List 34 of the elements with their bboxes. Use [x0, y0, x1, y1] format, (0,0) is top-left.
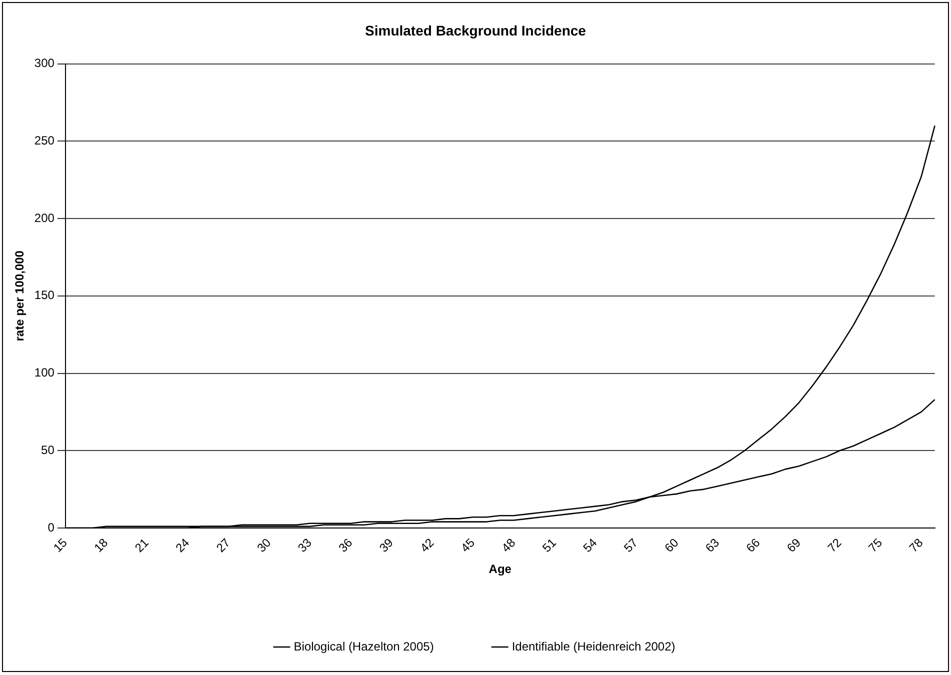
x-tick-label: 36 [336, 535, 356, 555]
x-tick-label: 72 [824, 535, 844, 555]
legend-label: Identifiable (Heidenreich 2002) [512, 639, 676, 654]
x-tick-label: 18 [91, 535, 111, 555]
legend-label: Biological (Hazelton 2005) [294, 639, 434, 654]
x-tick-label: 60 [662, 535, 682, 555]
x-tick-label: 78 [906, 535, 926, 555]
chart-title: Simulated Background Incidence [365, 22, 586, 38]
x-tick-label: 48 [498, 535, 518, 555]
y-tick-label: 50 [41, 442, 55, 457]
y-tick-label: 300 [34, 56, 55, 70]
x-tick-label: 54 [580, 535, 600, 555]
x-tick-label: 15 [50, 535, 70, 555]
x-tick-label: 33 [295, 535, 315, 555]
x-tick-label: 21 [132, 535, 152, 555]
y-tick-label: 250 [34, 133, 55, 148]
y-tick-label: 200 [34, 210, 55, 225]
x-tick-label: 63 [702, 535, 722, 555]
x-tick-label: 75 [866, 535, 886, 555]
x-tick-label: 69 [784, 535, 804, 555]
x-tick-label: 57 [621, 535, 641, 555]
x-tick-label: 39 [376, 535, 396, 555]
x-tick-label: 51 [540, 535, 560, 555]
y-tick-label: 150 [34, 288, 55, 302]
x-tick-label: 45 [458, 535, 478, 555]
y-axis-title: rate per 100,000 [12, 250, 27, 342]
y-tick-label: 100 [34, 366, 55, 380]
y-tick-label: 0 [48, 520, 55, 534]
x-axis-title: Age [488, 562, 512, 576]
x-tick-label: 66 [743, 535, 763, 555]
x-tick-label: 42 [417, 535, 437, 555]
x-tick-label: 27 [214, 535, 234, 555]
x-tick-label: 30 [254, 535, 274, 555]
x-tick-label: 24 [172, 535, 192, 555]
